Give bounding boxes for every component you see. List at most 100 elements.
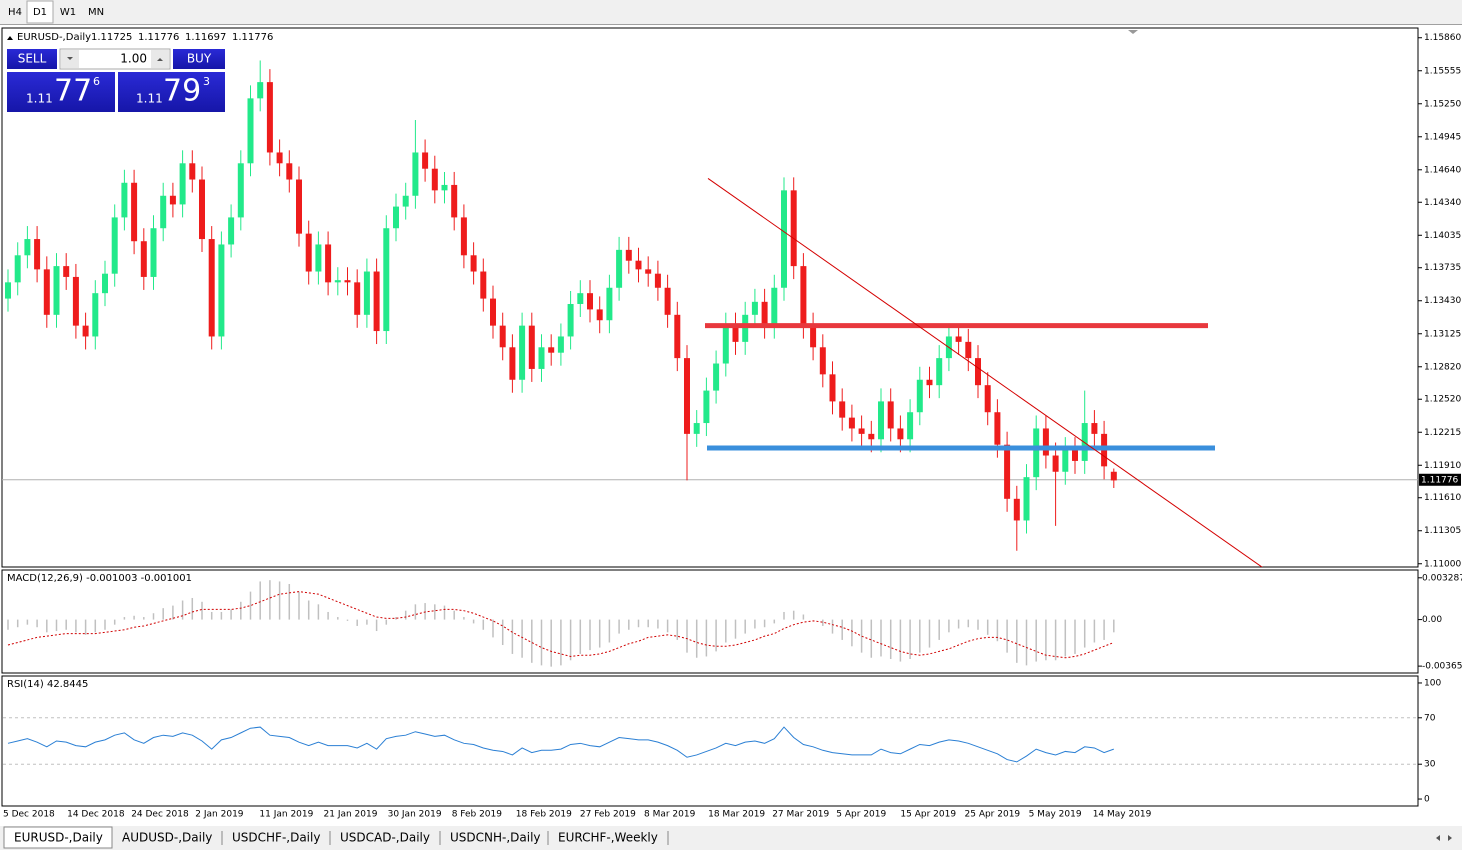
rsi-line (7, 726, 1114, 763)
candle-body (160, 195, 167, 229)
x-tick-label: 5 Apr 2019 (836, 810, 886, 820)
candle-body (645, 269, 652, 274)
candle-body (305, 233, 312, 272)
candle-body (1004, 444, 1011, 499)
sell-button[interactable] (7, 49, 57, 69)
candle-body (422, 152, 429, 169)
candle-body (878, 401, 884, 440)
symbol-tab[interactable]: USDCHF-,Daily (232, 831, 320, 845)
candle-body (984, 385, 991, 413)
macd-tick-label: 0.003287 (1422, 573, 1462, 583)
timeframe-tab[interactable] (26, 0, 54, 24)
x-tick-label: 5 Dec 2018 (3, 810, 55, 820)
symbol-tab[interactable]: AUDUSD-,Daily (122, 831, 212, 845)
candle-body (344, 280, 351, 283)
symbol-tab[interactable]: USDCNH-,Daily (450, 831, 541, 845)
tab-bar (0, 826, 1462, 850)
y-tick-label: 1.12520 (1424, 395, 1461, 405)
x-tick-label: 8 Mar 2019 (644, 810, 696, 820)
bid-pips: 77 (54, 74, 92, 109)
candle-body (393, 206, 399, 229)
candle-body (169, 195, 176, 205)
candle-body (819, 347, 826, 375)
candle-body (897, 428, 904, 440)
bid-big: 1.11 (26, 92, 53, 106)
rsi-tick-label: 30 (1424, 760, 1436, 770)
sell-label[interactable]: SELL (18, 52, 47, 66)
candle-body (975, 358, 981, 386)
candle-body (916, 379, 923, 413)
macd-signal (7, 591, 1114, 659)
candle-body (1033, 428, 1040, 478)
candle-body (926, 379, 933, 386)
timeframe-label[interactable]: H4 (8, 7, 22, 18)
candle-body (150, 228, 157, 277)
y-tick-label: 1.14945 (1424, 132, 1461, 142)
candle-body (43, 269, 50, 315)
y-tick-label: 1.15250 (1424, 99, 1461, 109)
candle-body (587, 293, 593, 310)
candle-body (53, 266, 60, 315)
x-tick-label: 5 May 2019 (1029, 810, 1082, 820)
candle-body (121, 182, 128, 218)
candle-body (5, 282, 11, 299)
timeframe-tab[interactable] (2, 1, 28, 23)
candle-body (1081, 423, 1088, 461)
timeframe-tab[interactable] (83, 1, 109, 23)
candle-body (363, 271, 370, 315)
timeframe-label[interactable]: W1 (60, 7, 76, 18)
rsi-panel (1, 675, 1419, 807)
rsi-title: RSI(14) 42.8445 (7, 679, 88, 690)
candle-body (1013, 498, 1020, 521)
buy-label[interactable]: BUY (187, 52, 212, 66)
candle-body (334, 280, 341, 283)
candle-body (781, 190, 787, 288)
candle-body (509, 347, 516, 380)
symbol-tab[interactable]: EURUSD-,Daily (14, 831, 103, 845)
symbol-tab[interactable]: USDCAD-,Daily (340, 831, 430, 845)
rsi-tick-label: 0 (1424, 795, 1430, 805)
last-price-tag (1419, 473, 1461, 486)
y-tick-label: 1.13735 (1424, 263, 1461, 273)
candle-body (955, 336, 962, 342)
symbol-tab[interactable]: EURCHF-,Weekly (558, 831, 658, 845)
lots-value[interactable]: 1.00 (120, 52, 147, 66)
y-tick-label: 1.14640 (1424, 165, 1461, 175)
symbol-label: EURUSD-,Daily (17, 32, 91, 43)
timeframe-tab[interactable] (55, 1, 81, 23)
lots-input[interactable] (59, 48, 171, 70)
ask-box[interactable] (118, 72, 225, 112)
candle-body (751, 301, 758, 315)
buy-button[interactable] (173, 49, 225, 69)
candle-body (92, 293, 99, 337)
candle-body (829, 374, 836, 402)
macd-tick-label: 0.00 (1422, 615, 1442, 625)
candle-body (703, 390, 710, 424)
candle-body (635, 260, 642, 270)
timeframe-label[interactable]: MN (88, 7, 104, 18)
candle-body (742, 314, 749, 342)
candle-body (412, 152, 419, 196)
candle-body (761, 301, 768, 326)
tab-scroll[interactable] (1436, 835, 1452, 841)
candle-body (373, 271, 380, 332)
ohlc-value: 1.11697 (185, 32, 226, 43)
timeframe-label[interactable]: D1 (33, 7, 47, 18)
rsi-tick-label: 100 (1424, 678, 1441, 688)
candle-body (296, 179, 302, 234)
y-tick-label: 1.13125 (1424, 329, 1461, 339)
collapse-arrow[interactable] (7, 36, 13, 40)
candle-body (315, 244, 322, 272)
candle-body (383, 228, 390, 332)
bid-box[interactable] (7, 72, 115, 112)
candle-body (441, 184, 448, 191)
candle-body (276, 152, 283, 164)
y-tick-label: 1.14035 (1424, 231, 1461, 241)
down-arrow (67, 57, 73, 60)
x-tick-label: 18 Feb 2019 (516, 810, 572, 820)
candle-body (848, 417, 855, 429)
ask-pips: 79 (163, 74, 201, 109)
candle-body (732, 325, 739, 342)
candle-body (140, 241, 147, 277)
